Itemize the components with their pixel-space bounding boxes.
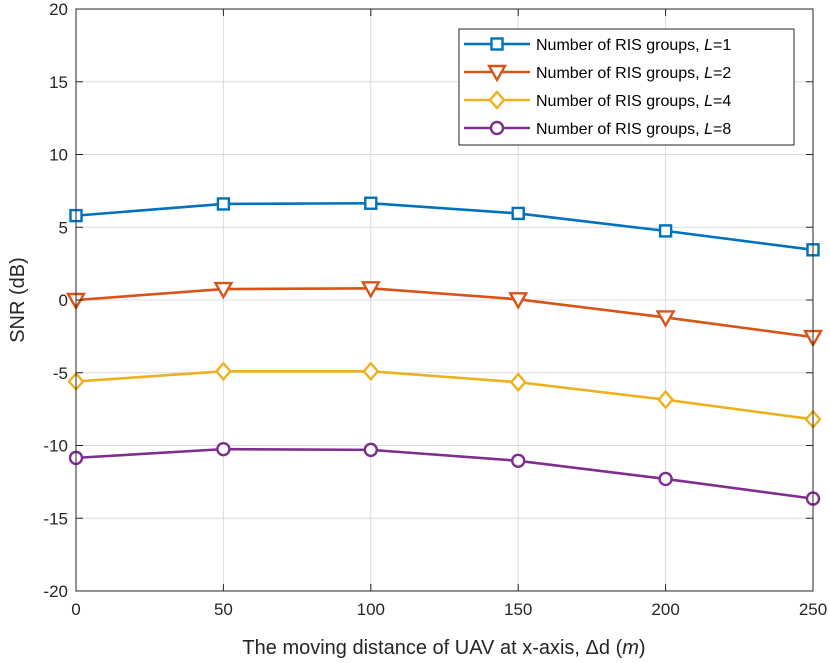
legend-label-text: Number of RIS groups, <box>536 121 704 138</box>
legend-box <box>458 28 795 146</box>
legend-label-text: Number of RIS groups, <box>536 93 704 110</box>
x-tick-label: 200 <box>651 600 679 619</box>
x-tick-label: 0 <box>71 600 80 619</box>
legend-label-value: =1 <box>713 37 731 54</box>
y-tick-label: 0 <box>59 291 68 310</box>
legend-label-var: L <box>704 65 713 82</box>
legend-marker <box>489 120 505 136</box>
x-axis-label-text: The moving distance of UAV at x-axis, <box>242 637 585 659</box>
x-axis-label-symbol: Δd <box>586 637 610 659</box>
y-tick-label: 10 <box>49 146 68 165</box>
data-point <box>363 442 378 458</box>
legend-entry-2: Number of RIS groups, L=2 <box>464 64 731 83</box>
y-tick-label: -20 <box>43 582 68 601</box>
data-point <box>362 361 380 382</box>
x-tick-label: 150 <box>504 600 532 619</box>
data-point <box>216 441 231 457</box>
series-line <box>75 287 814 339</box>
data-point <box>658 224 673 238</box>
data-point <box>511 206 525 221</box>
y-tick-label: -5 <box>53 364 68 383</box>
legend-entry-4: Number of RIS groups, L=8 <box>464 120 731 138</box>
x-tick-label: 100 <box>357 600 385 619</box>
legend-label-var: L <box>704 93 713 110</box>
series-line <box>75 369 814 421</box>
data-point <box>364 196 378 210</box>
data-point <box>655 310 676 328</box>
x-tick-label: 50 <box>214 600 233 619</box>
y-tick-label: -10 <box>43 437 68 456</box>
series-3 <box>67 361 822 430</box>
legend-label: Number of RIS groups, L=8 <box>536 121 731 138</box>
y-tick-label: 15 <box>49 73 68 92</box>
y-tick-label: -15 <box>43 509 68 528</box>
legend-label-value: =4 <box>713 93 731 110</box>
legend-label: Number of RIS groups, L=2 <box>536 65 731 82</box>
legend-entry-3: Number of RIS groups, L=4 <box>464 90 731 110</box>
data-point <box>214 361 232 382</box>
legend-label-value: =2 <box>713 65 731 82</box>
x-tick-label: 250 <box>799 600 827 619</box>
data-point <box>658 471 673 487</box>
legend-label-var: L <box>704 121 713 138</box>
tick-labels: 0 50 100 150 200 250 -20 -15 -10 -5 0 5 10 15 20 <box>43 0 827 619</box>
legend-marker <box>486 64 508 83</box>
legend-marker <box>490 37 504 51</box>
data-point <box>511 453 526 468</box>
legend-label: Number of RIS groups, L=4 <box>536 93 731 110</box>
legend-marker <box>488 90 506 110</box>
y-axis-label: SNR (dB) <box>7 257 29 343</box>
y-tick-label: 5 <box>59 218 68 237</box>
data-point <box>657 389 675 410</box>
legend-label-text: Number of RIS groups, <box>536 65 704 82</box>
series-line <box>75 201 814 252</box>
legend-label-value: =8 <box>713 121 731 138</box>
ticks <box>75 8 814 592</box>
series-line <box>75 447 814 500</box>
legend-label-text: Number of RIS groups, <box>536 37 704 54</box>
data-point <box>216 197 231 211</box>
data-point <box>360 281 381 299</box>
legend-entry-1: Number of RIS groups, L=1 <box>464 37 731 54</box>
data-point <box>509 372 527 393</box>
y-tick-label: 20 <box>49 0 68 19</box>
data-point <box>213 281 234 300</box>
legend-label: Number of RIS groups, L=1 <box>536 37 731 54</box>
x-axis-label-unit: m <box>622 637 639 659</box>
data-point <box>508 292 529 310</box>
x-axis-label-open: ( <box>610 637 623 659</box>
x-axis-label: The moving distance of UAV at x-axis, Δd… <box>242 637 645 659</box>
legend-label-var: L <box>704 37 713 54</box>
x-axis-label-close: ) <box>639 637 646 659</box>
